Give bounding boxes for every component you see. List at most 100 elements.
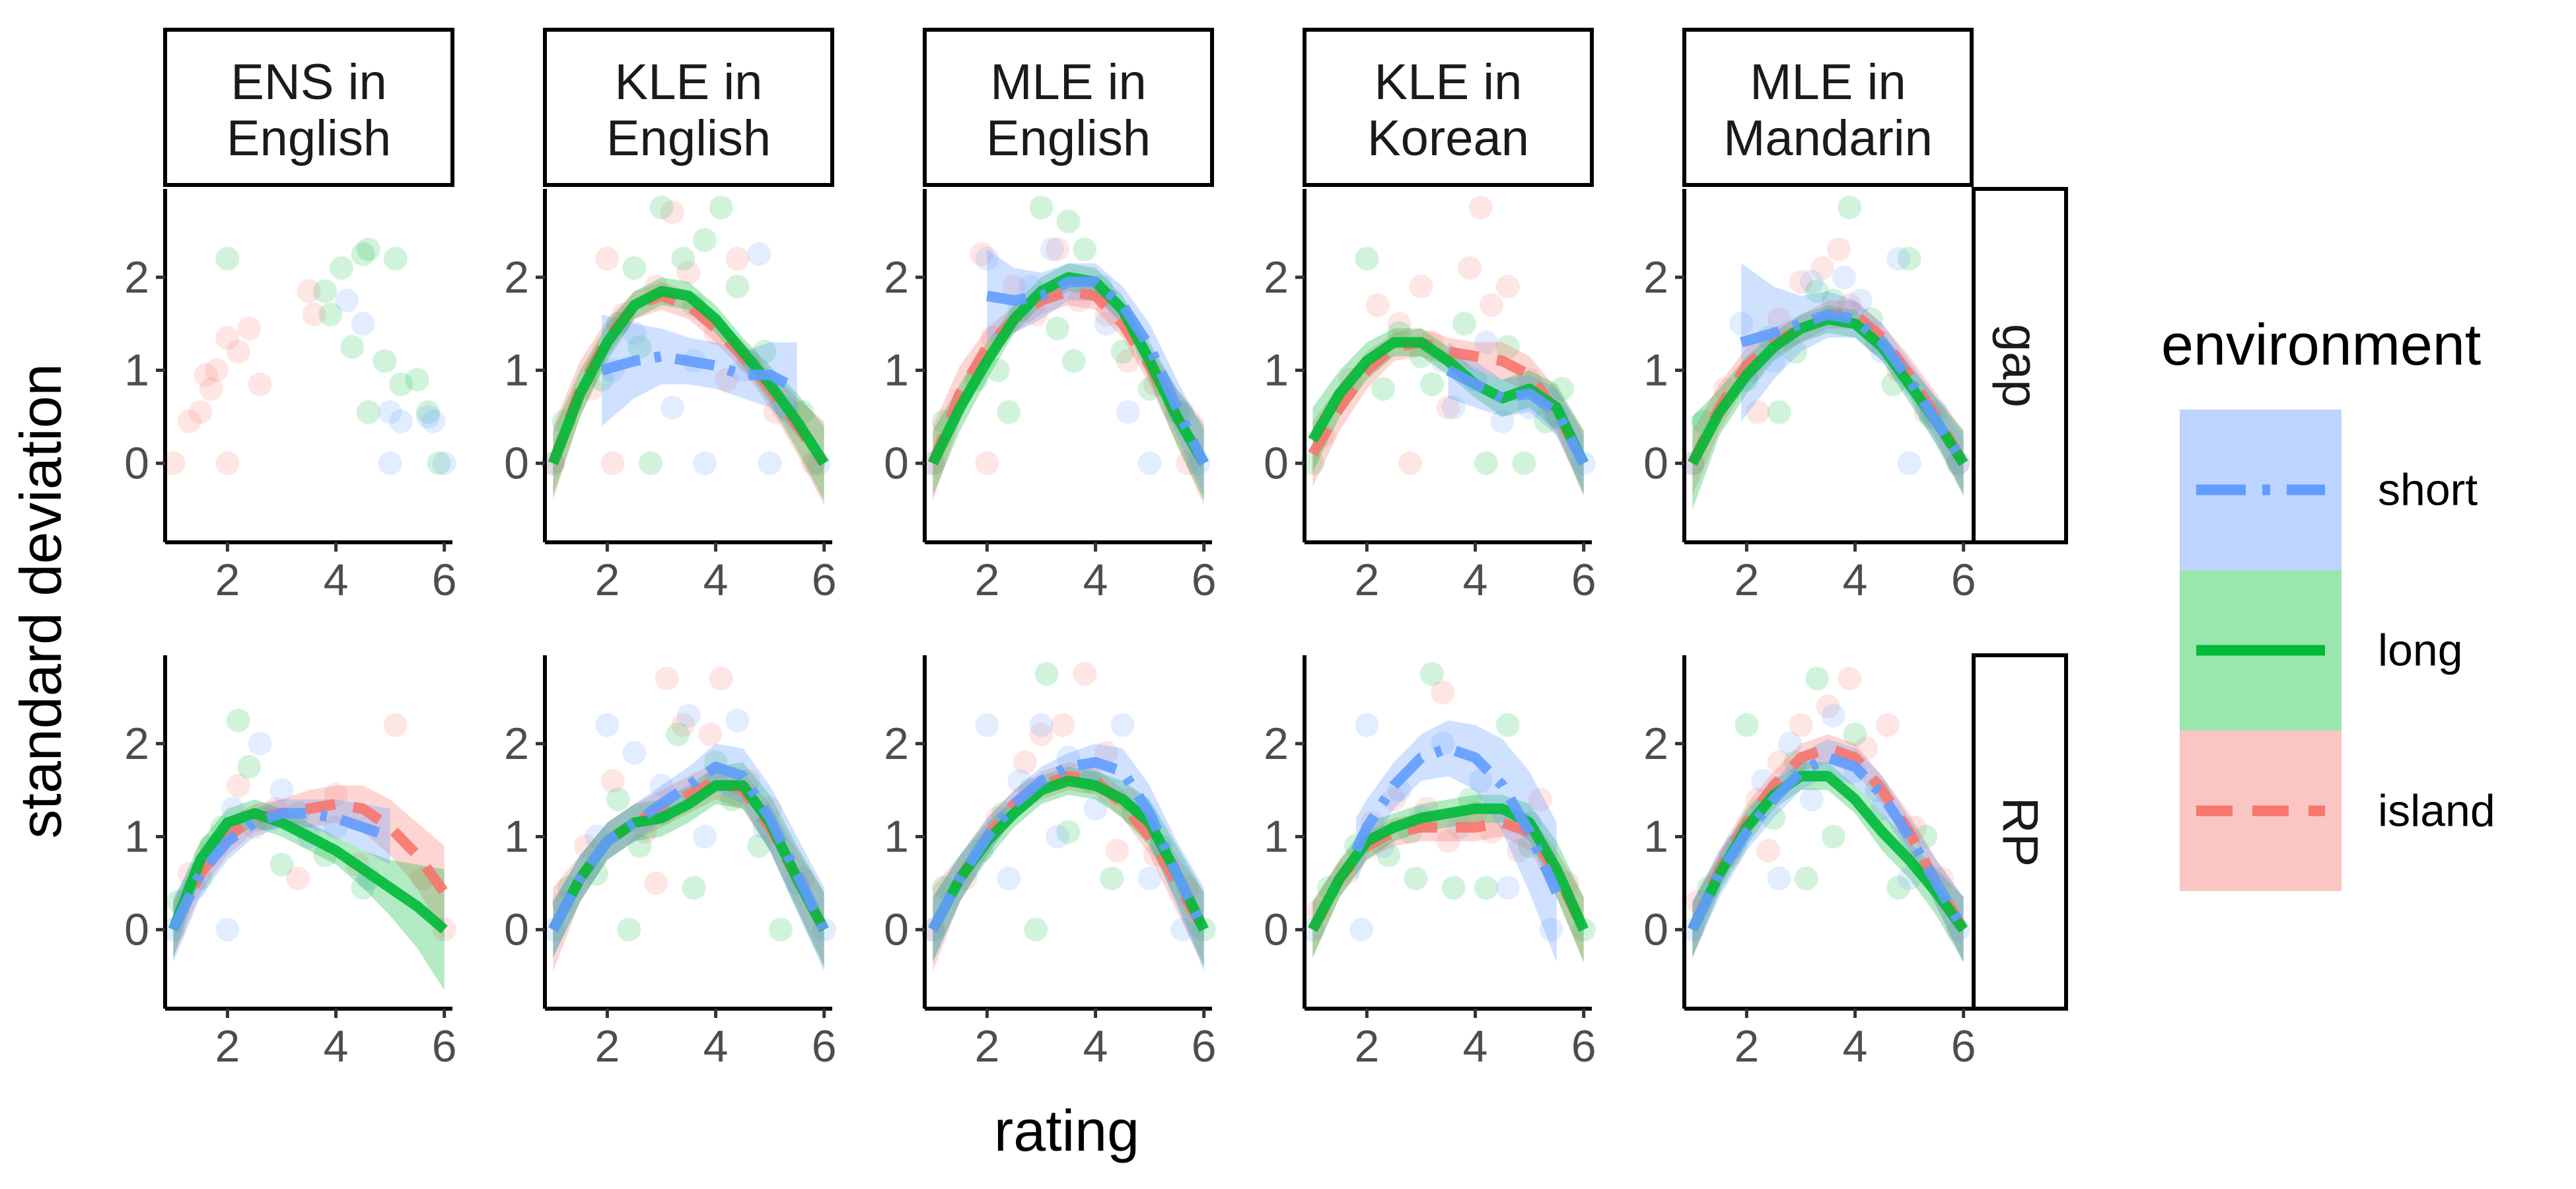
data-point (177, 410, 201, 433)
data-point (1116, 349, 1140, 373)
data-point (1170, 918, 1194, 942)
data-point (1729, 312, 1754, 336)
data-point (975, 246, 999, 271)
data-point (1061, 349, 1086, 373)
data-point (1767, 866, 1791, 890)
data-point (747, 834, 771, 858)
data-point (627, 834, 652, 858)
data-point (1083, 797, 1108, 821)
data-point (215, 326, 240, 350)
y-tick-label: 1 (124, 345, 149, 396)
x-tick-label: 2 (215, 1021, 240, 1071)
data-point (676, 260, 701, 285)
legend-entry: short (2180, 410, 2478, 570)
strip-box (1303, 28, 1594, 187)
x-tick-label: 4 (324, 1021, 349, 1071)
y-tick-label: 1 (884, 345, 909, 396)
data-point (1301, 451, 1325, 476)
data-point (1480, 820, 1504, 844)
panel: 0 1 2 2 4 6 (1643, 655, 1976, 1071)
y-tick-label: 2 (884, 252, 909, 303)
data-point (752, 340, 777, 364)
data-point (1480, 293, 1504, 317)
data-point (1387, 312, 1412, 336)
confidence-band (553, 762, 824, 972)
data-point (1355, 713, 1379, 737)
data-point (758, 451, 782, 476)
data-point (1799, 787, 1824, 812)
strip-box (1972, 187, 2068, 544)
data-point (1073, 662, 1097, 686)
y-tick-label: 0 (124, 438, 149, 488)
data-point (1349, 918, 1374, 942)
data-point (606, 787, 630, 812)
data-point (1875, 713, 1900, 737)
data-point (693, 824, 717, 849)
y-tick-label: 2 (1643, 252, 1668, 303)
data-point (1848, 288, 1873, 312)
x-tick-label: 4 (1083, 555, 1108, 605)
data-point (237, 754, 262, 779)
data-point (1821, 703, 1845, 728)
data-point (644, 871, 668, 895)
data-point (1799, 270, 1824, 294)
row-strip: RP (1972, 653, 2068, 1011)
legend-title: environment (2161, 312, 2481, 377)
x-tick-label: 2 (594, 555, 620, 605)
data-point (1029, 722, 1054, 746)
data-point (269, 852, 294, 877)
strip-label: English (606, 110, 771, 166)
data-point (1745, 400, 1770, 424)
data-point (1458, 256, 1482, 280)
x-tick-label: 6 (432, 555, 457, 605)
data-point (1897, 451, 1921, 476)
data-point (1838, 196, 1862, 220)
data-point (248, 731, 272, 756)
data-point (1495, 335, 1520, 359)
data-point (600, 769, 625, 793)
data-point (1046, 824, 1070, 849)
fit-line (548, 285, 829, 466)
y-tick-label: 0 (124, 904, 149, 955)
panel: 0 1 2 2 4 6 (504, 189, 837, 605)
data-point (1539, 918, 1563, 942)
y-tick-label: 2 (1264, 252, 1289, 303)
strip-label: Mandarin (1723, 110, 1933, 166)
panel: 0 1 2 2 4 6 (884, 655, 1217, 1071)
panel: 0 1 2 2 4 6 (124, 655, 457, 1071)
data-point (1826, 237, 1851, 262)
fit-line (928, 756, 1209, 933)
strip-label: gap (1992, 324, 2048, 408)
data-point (1056, 820, 1081, 844)
y-tick-label: 1 (1643, 345, 1668, 396)
legend-entry: island (2180, 731, 2495, 891)
y-tick-label: 1 (1264, 812, 1289, 862)
y-tick-label: 2 (1264, 719, 1289, 769)
data-point (1832, 265, 1857, 289)
confidence-band (602, 314, 797, 436)
data-point (627, 335, 652, 359)
data-point (1495, 713, 1520, 737)
x-tick-label: 6 (1192, 1021, 1217, 1071)
data-point (389, 410, 413, 433)
data-point (600, 451, 625, 476)
data-point (622, 740, 647, 765)
fit-line (1739, 309, 1968, 466)
data-point (351, 876, 375, 900)
data-point (297, 279, 321, 303)
data-point (595, 246, 620, 271)
data-point (226, 708, 250, 733)
strip-box (1682, 28, 1974, 187)
x-tick-label: 2 (215, 555, 240, 605)
x-tick-label: 2 (1734, 1021, 1759, 1071)
data-point (1756, 838, 1781, 863)
x-tick-label: 6 (432, 1021, 457, 1071)
confidence-band (553, 277, 824, 501)
y-tick-label: 2 (504, 719, 529, 769)
data-point (725, 274, 750, 299)
data-point (1404, 866, 1428, 890)
x-tick-label: 6 (1192, 555, 1217, 605)
data-point (1816, 694, 1840, 719)
data-point (1024, 918, 1048, 942)
